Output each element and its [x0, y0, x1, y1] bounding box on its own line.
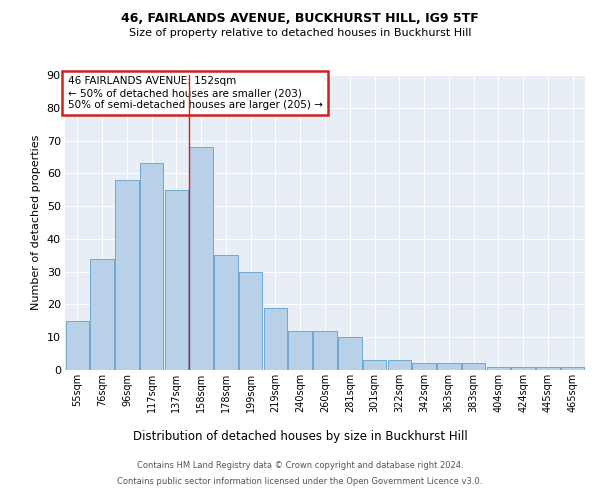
Bar: [536, 366, 560, 370]
Bar: [190, 147, 213, 370]
Bar: [239, 272, 262, 370]
Bar: [91, 258, 114, 370]
Text: 46, FAIRLANDS AVENUE, BUCKHURST HILL, IG9 5TF: 46, FAIRLANDS AVENUE, BUCKHURST HILL, IG…: [121, 12, 479, 25]
Text: Contains HM Land Registry data © Crown copyright and database right 2024.: Contains HM Land Registry data © Crown c…: [137, 461, 463, 470]
Bar: [214, 256, 238, 370]
Text: Contains public sector information licensed under the Open Government Licence v3: Contains public sector information licen…: [118, 477, 482, 486]
Bar: [264, 308, 287, 370]
Bar: [363, 360, 386, 370]
Bar: [65, 321, 89, 370]
Bar: [437, 364, 461, 370]
Bar: [313, 330, 337, 370]
Bar: [115, 180, 139, 370]
Text: Size of property relative to detached houses in Buckhurst Hill: Size of property relative to detached ho…: [129, 28, 471, 38]
Bar: [511, 366, 535, 370]
Y-axis label: Number of detached properties: Number of detached properties: [31, 135, 41, 310]
Bar: [561, 366, 584, 370]
Bar: [164, 190, 188, 370]
Bar: [140, 164, 163, 370]
Text: Distribution of detached houses by size in Buckhurst Hill: Distribution of detached houses by size …: [133, 430, 467, 443]
Bar: [388, 360, 411, 370]
Bar: [338, 337, 362, 370]
Bar: [412, 364, 436, 370]
Bar: [487, 366, 510, 370]
Bar: [289, 330, 312, 370]
Text: 46 FAIRLANDS AVENUE: 152sqm
← 50% of detached houses are smaller (203)
50% of se: 46 FAIRLANDS AVENUE: 152sqm ← 50% of det…: [68, 76, 322, 110]
Bar: [462, 364, 485, 370]
